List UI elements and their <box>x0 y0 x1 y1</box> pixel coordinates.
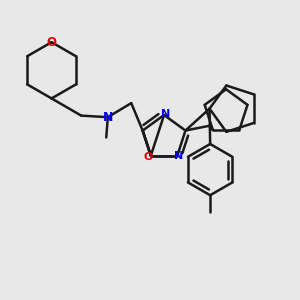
Text: N: N <box>174 151 183 161</box>
Text: N: N <box>103 111 113 124</box>
Text: O: O <box>46 36 57 49</box>
Text: N: N <box>161 110 170 119</box>
Text: O: O <box>144 152 153 162</box>
